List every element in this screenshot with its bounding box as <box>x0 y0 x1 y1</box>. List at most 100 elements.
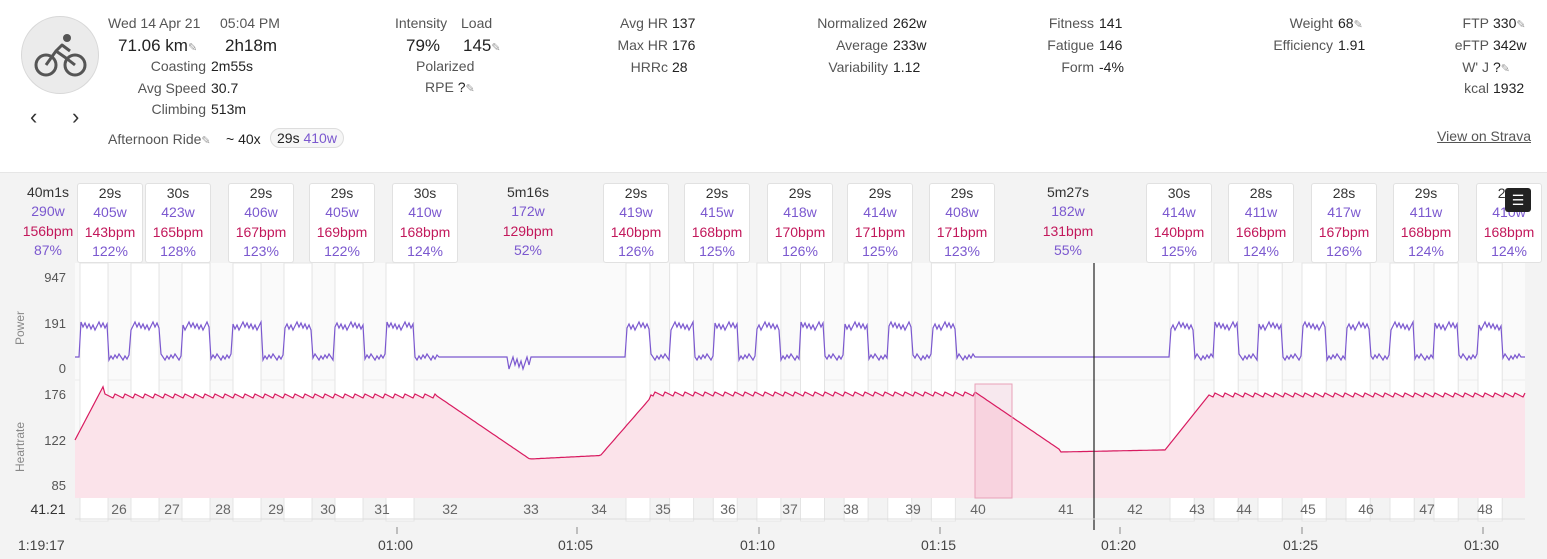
interval-number: 48 <box>1477 501 1493 517</box>
power-tick-min: 0 <box>58 361 66 376</box>
pencil-icon[interactable]: ✎ <box>491 42 501 54</box>
activity-time: 05:04 PM <box>220 15 280 31</box>
intensity-label: Intensity <box>395 15 448 31</box>
interval-duration: 29s <box>249 185 273 201</box>
interval-heartrate: 167bpm <box>1318 223 1370 240</box>
ftp-value[interactable]: 330✎ <box>1493 15 1526 31</box>
interval-card[interactable]: 29s 418w 170bpm 126% <box>767 183 833 263</box>
interval-card[interactable]: 5m27s 182w 131bpm 55% <box>1038 183 1098 263</box>
interval-card[interactable]: 5m16s 172w 129bpm 52% <box>498 183 558 263</box>
interval-percent-ftp: 125% <box>862 242 898 259</box>
weight-value[interactable]: 68✎ <box>1338 15 1363 31</box>
interval-card[interactable]: 29s410w168bpm124% <box>1476 183 1542 263</box>
interval-percent-ftp: 126% <box>782 242 818 259</box>
interval-percent-ftp: 122% <box>92 242 128 259</box>
interval-number: 31 <box>374 501 390 517</box>
interval-summary-chip[interactable]: 29s 410w <box>270 128 344 148</box>
view-on-strava-link[interactable]: View on Strava <box>1437 128 1531 144</box>
interval-duration: 30s <box>166 185 190 201</box>
avg-speed-value: 30.7 <box>211 80 239 96</box>
pencil-icon[interactable]: ✎ <box>1516 19 1526 31</box>
interval-heartrate: 143bpm <box>84 223 136 240</box>
pencil-icon[interactable]: ✎ <box>201 135 211 147</box>
climbing-label: Climbing <box>151 101 206 117</box>
interval-card[interactable]: 28s 411w 166bpm 124% <box>1228 183 1294 263</box>
hr-tick-mid: 122 <box>44 433 66 448</box>
interval-watts: 419w <box>619 204 653 221</box>
interval-heartrate: 156bpm <box>22 222 74 239</box>
time-tick-label: 01:20 <box>1101 537 1137 553</box>
activity-type-avatar <box>21 16 99 94</box>
heartrate-area <box>75 386 1525 498</box>
time-start: 1:19:17 <box>18 537 65 553</box>
pencil-icon[interactable]: ✎ <box>1500 63 1511 75</box>
interval-watts: 415w <box>700 204 734 221</box>
interval-heartrate: 140bpm <box>610 223 662 240</box>
activity-distance[interactable]: 71.06 km✎ <box>118 36 198 55</box>
climbing-value: 513m <box>211 101 247 117</box>
interval-duration: 30s <box>1167 185 1191 201</box>
interval-heartrate: 168bpm <box>1483 223 1535 240</box>
interval-card[interactable]: 30s 410w 168bpm 124% <box>392 183 458 263</box>
interval-number: 42 <box>1127 501 1143 517</box>
time-tick-label: 01:05 <box>558 537 594 553</box>
load-label: Load <box>461 15 493 31</box>
ride-name[interactable]: Afternoon Ride✎ <box>108 131 211 147</box>
hrrc-label: HRRc <box>630 59 668 75</box>
interval-summary: ~ 40x <box>226 131 261 147</box>
wj-value[interactable]: ?✎ <box>1493 59 1511 75</box>
interval-number: 38 <box>843 501 859 517</box>
interval-number-current: 41.21 <box>30 501 66 517</box>
interval-card[interactable]: 29s 419w 140bpm 126% <box>603 183 669 263</box>
interval-number: 30 <box>320 501 336 517</box>
max-hr-value: 176 <box>672 37 696 53</box>
fatigue-label: Fatigue <box>1047 37 1094 53</box>
interval-percent-ftp: 125% <box>699 242 735 259</box>
interval-card[interactable]: 28s 417w 167bpm 126% <box>1311 183 1377 263</box>
interval-card[interactable]: 29s 414w 171bpm 125% <box>847 183 913 263</box>
pencil-icon[interactable]: ✎ <box>1353 19 1363 31</box>
ftp-label: FTP <box>1462 15 1489 31</box>
time-tick-label: 01:00 <box>378 537 414 553</box>
pencil-icon[interactable]: ✎ <box>465 83 475 95</box>
interval-watts: 414w <box>1162 204 1196 221</box>
interval-number: 46 <box>1358 501 1374 517</box>
avg-hr-label: Avg HR <box>620 15 668 31</box>
interval-card[interactable]: 30s 423w 165bpm 128% <box>145 183 211 263</box>
interval-card[interactable]: 29s 415w 168bpm 125% <box>684 183 750 263</box>
interval-card[interactable]: 40m1s 290w 156bpm 87% <box>18 183 78 263</box>
interval-card[interactable]: 30s 414w 140bpm 125% <box>1146 183 1212 263</box>
interval-percent-ftp: 124% <box>407 242 443 259</box>
interval-percent-ftp: 124% <box>1408 242 1444 259</box>
hr-tick-min: 85 <box>51 478 66 493</box>
time-tick-label: 01:10 <box>740 537 776 553</box>
prev-activity-button[interactable]: ‹ <box>30 104 37 130</box>
interval-heartrate: 170bpm <box>774 223 826 240</box>
rpe-field[interactable]: RPE ?✎ <box>425 79 475 95</box>
load-value[interactable]: 145✎ <box>463 36 501 55</box>
next-activity-button[interactable]: › <box>72 104 79 130</box>
pencil-icon[interactable]: ✎ <box>187 42 198 54</box>
interval-heartrate: 171bpm <box>936 223 988 240</box>
interval-percent-ftp: 123% <box>243 242 279 259</box>
interval-percent-ftp: 55% <box>1053 241 1083 258</box>
interval-heartrate: 140bpm <box>1153 223 1205 240</box>
interval-card[interactable]: 29s 411w 168bpm 124% <box>1393 183 1459 263</box>
interval-card[interactable]: 29s 405w 143bpm 122% <box>77 183 143 263</box>
max-hr-label: Max HR <box>617 37 668 53</box>
variability-label: Variability <box>828 59 888 75</box>
legend-icon[interactable]: ☰ <box>1505 188 1531 212</box>
interval-card[interactable]: 29s 405w 169bpm 122% <box>309 183 375 263</box>
interval-number: 47 <box>1419 501 1435 517</box>
interval-percent-ftp: 123% <box>944 242 980 259</box>
interval-watts: 290w <box>31 203 65 220</box>
interval-card[interactable]: 29s 406w 167bpm 123% <box>228 183 294 263</box>
wj-label: W' J <box>1462 59 1489 75</box>
bicycle-icon <box>34 34 87 77</box>
interval-number: 34 <box>591 501 607 517</box>
interval-watts: 408w <box>945 204 979 221</box>
interval-card[interactable]: 29s 408w 171bpm 123% <box>929 183 995 263</box>
interval-heartrate: 167bpm <box>235 223 287 240</box>
interval-heartrate: 168bpm <box>691 223 743 240</box>
